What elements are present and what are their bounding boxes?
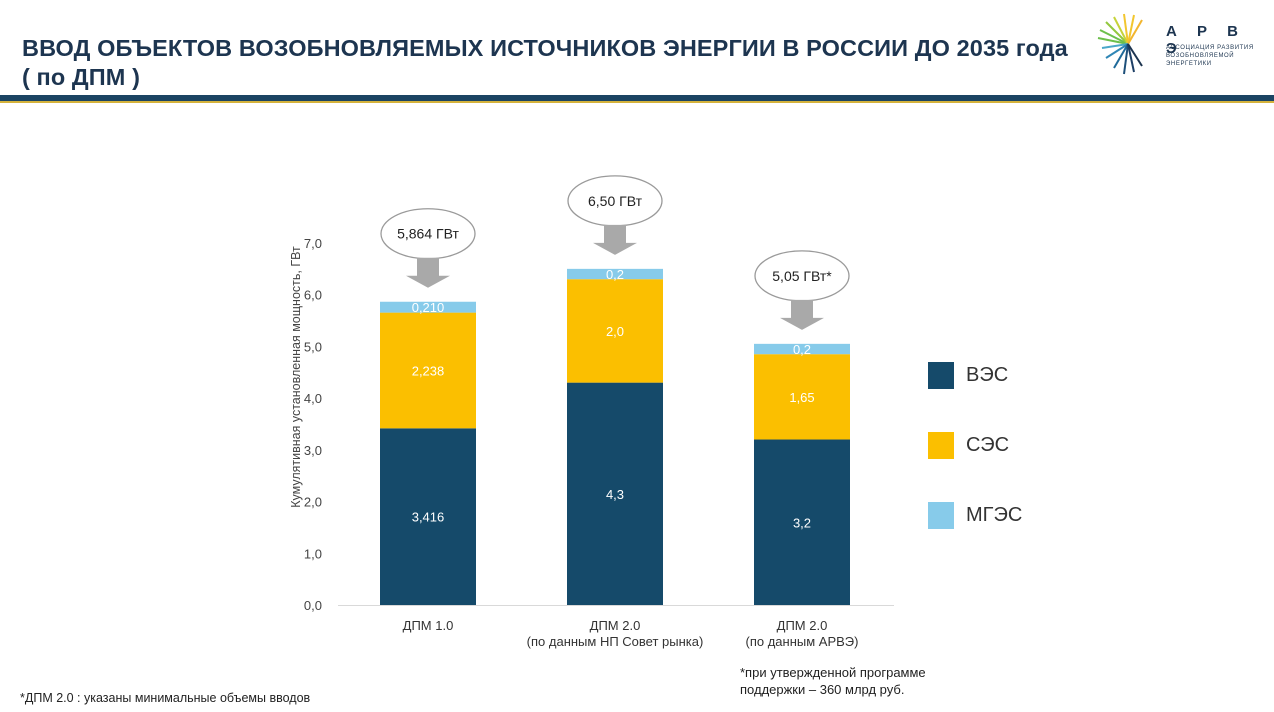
data-label-ses: 1,65 xyxy=(789,390,814,405)
total-label: 6,50 ГВт xyxy=(588,193,643,209)
data-label-mges: 0,2 xyxy=(606,267,624,282)
header-rule-accent xyxy=(0,101,1274,103)
bar-segment-mges xyxy=(754,343,850,355)
bar-segment-vez xyxy=(380,428,476,605)
legend-item-vez: ВЭС xyxy=(928,362,1008,389)
title-line-1: ВВОД ОБЪЕКТОВ ВОЗОБНОВЛЯЕМЫХ ИСТОЧНИКОВ … xyxy=(22,35,1068,61)
legend-swatch-ses xyxy=(928,432,954,459)
total-arrow-icon xyxy=(406,257,450,288)
logo-sub-line-2: возобновляемой энергетики xyxy=(1166,53,1235,67)
bar-segment-mges xyxy=(567,268,663,280)
y-axis-title: Кумулятивная установленная мощность, ГВт xyxy=(289,246,303,508)
total-label: 5,05 ГВт* xyxy=(772,268,832,284)
y-tick-label: 0,0 xyxy=(304,598,322,613)
logo-subtitle: Ассоциация развития возобновляемой энерг… xyxy=(1166,44,1274,68)
footnote-program-line-1: *при утвержденной программе xyxy=(740,665,926,680)
title-line-2: ( по ДПМ ) xyxy=(22,64,140,90)
bar-segment-mges xyxy=(380,301,476,313)
bar-segment-vez xyxy=(754,439,850,605)
x-category-label: (по данным АРВЭ) xyxy=(746,634,859,649)
page-title: ВВОД ОБЪЕКТОВ ВОЗОБНОВЛЯЕМЫХ ИСТОЧНИКОВ … xyxy=(22,34,1068,92)
y-tick-label: 1,0 xyxy=(304,546,322,561)
legend-item-mges: МГЭС xyxy=(928,502,1022,529)
data-label-ses: 2,238 xyxy=(412,363,445,378)
arve-logo-icon xyxy=(1097,13,1143,75)
total-label: 5,864 ГВт xyxy=(397,226,459,242)
y-tick-label: 4,0 xyxy=(304,391,322,406)
bar-segment-ses xyxy=(567,279,663,383)
x-category-label: (по данным НП Совет рынка) xyxy=(527,634,704,649)
legend-swatch-vez xyxy=(928,362,954,389)
x-category-label: ДПМ 1.0 xyxy=(403,618,454,633)
x-category-label: ДПМ 2.0 xyxy=(777,618,828,633)
bar-segment-ses xyxy=(380,312,476,429)
data-label-vez: 4,3 xyxy=(606,487,624,502)
data-label-mges: 0,210 xyxy=(412,300,445,315)
logo-name: А Р В Э xyxy=(1166,23,1247,57)
footnote-program: *при утвержденной программе поддержки – … xyxy=(740,664,926,698)
legend-label-ses: СЭС xyxy=(966,434,1010,456)
y-tick-label: 2,0 xyxy=(304,495,322,510)
legend-label-mges: МГЭС xyxy=(966,504,1023,526)
logo-sub-line-1: Ассоциация развития xyxy=(1166,45,1254,51)
y-tick-label: 3,0 xyxy=(304,443,322,458)
total-arrow-icon xyxy=(780,299,824,330)
y-tick-label: 6,0 xyxy=(304,288,322,303)
data-label-mges: 0,2 xyxy=(793,342,811,357)
data-label-vez: 3,2 xyxy=(793,515,811,530)
footnote-dpm: *ДПМ 2.0 : указаны минимальные объемы вв… xyxy=(20,691,311,705)
total-arrow-icon xyxy=(593,224,637,255)
legend-swatch-mges xyxy=(928,502,954,529)
header-rule xyxy=(0,95,1274,101)
data-label-vez: 3,416 xyxy=(412,510,445,525)
footnote-program-line-2: поддержки – 360 млрд руб. xyxy=(740,682,905,697)
y-tick-label: 7,0 xyxy=(304,236,322,251)
legend-item-ses: СЭС xyxy=(928,432,1009,459)
x-category-label: ДПМ 2.0 xyxy=(590,618,641,633)
bar-segment-ses xyxy=(754,354,850,440)
bar-segment-vez xyxy=(567,382,663,605)
y-tick-label: 5,0 xyxy=(304,339,322,354)
data-label-ses: 2,0 xyxy=(606,324,624,339)
legend-label-vez: ВЭС xyxy=(966,364,1009,386)
